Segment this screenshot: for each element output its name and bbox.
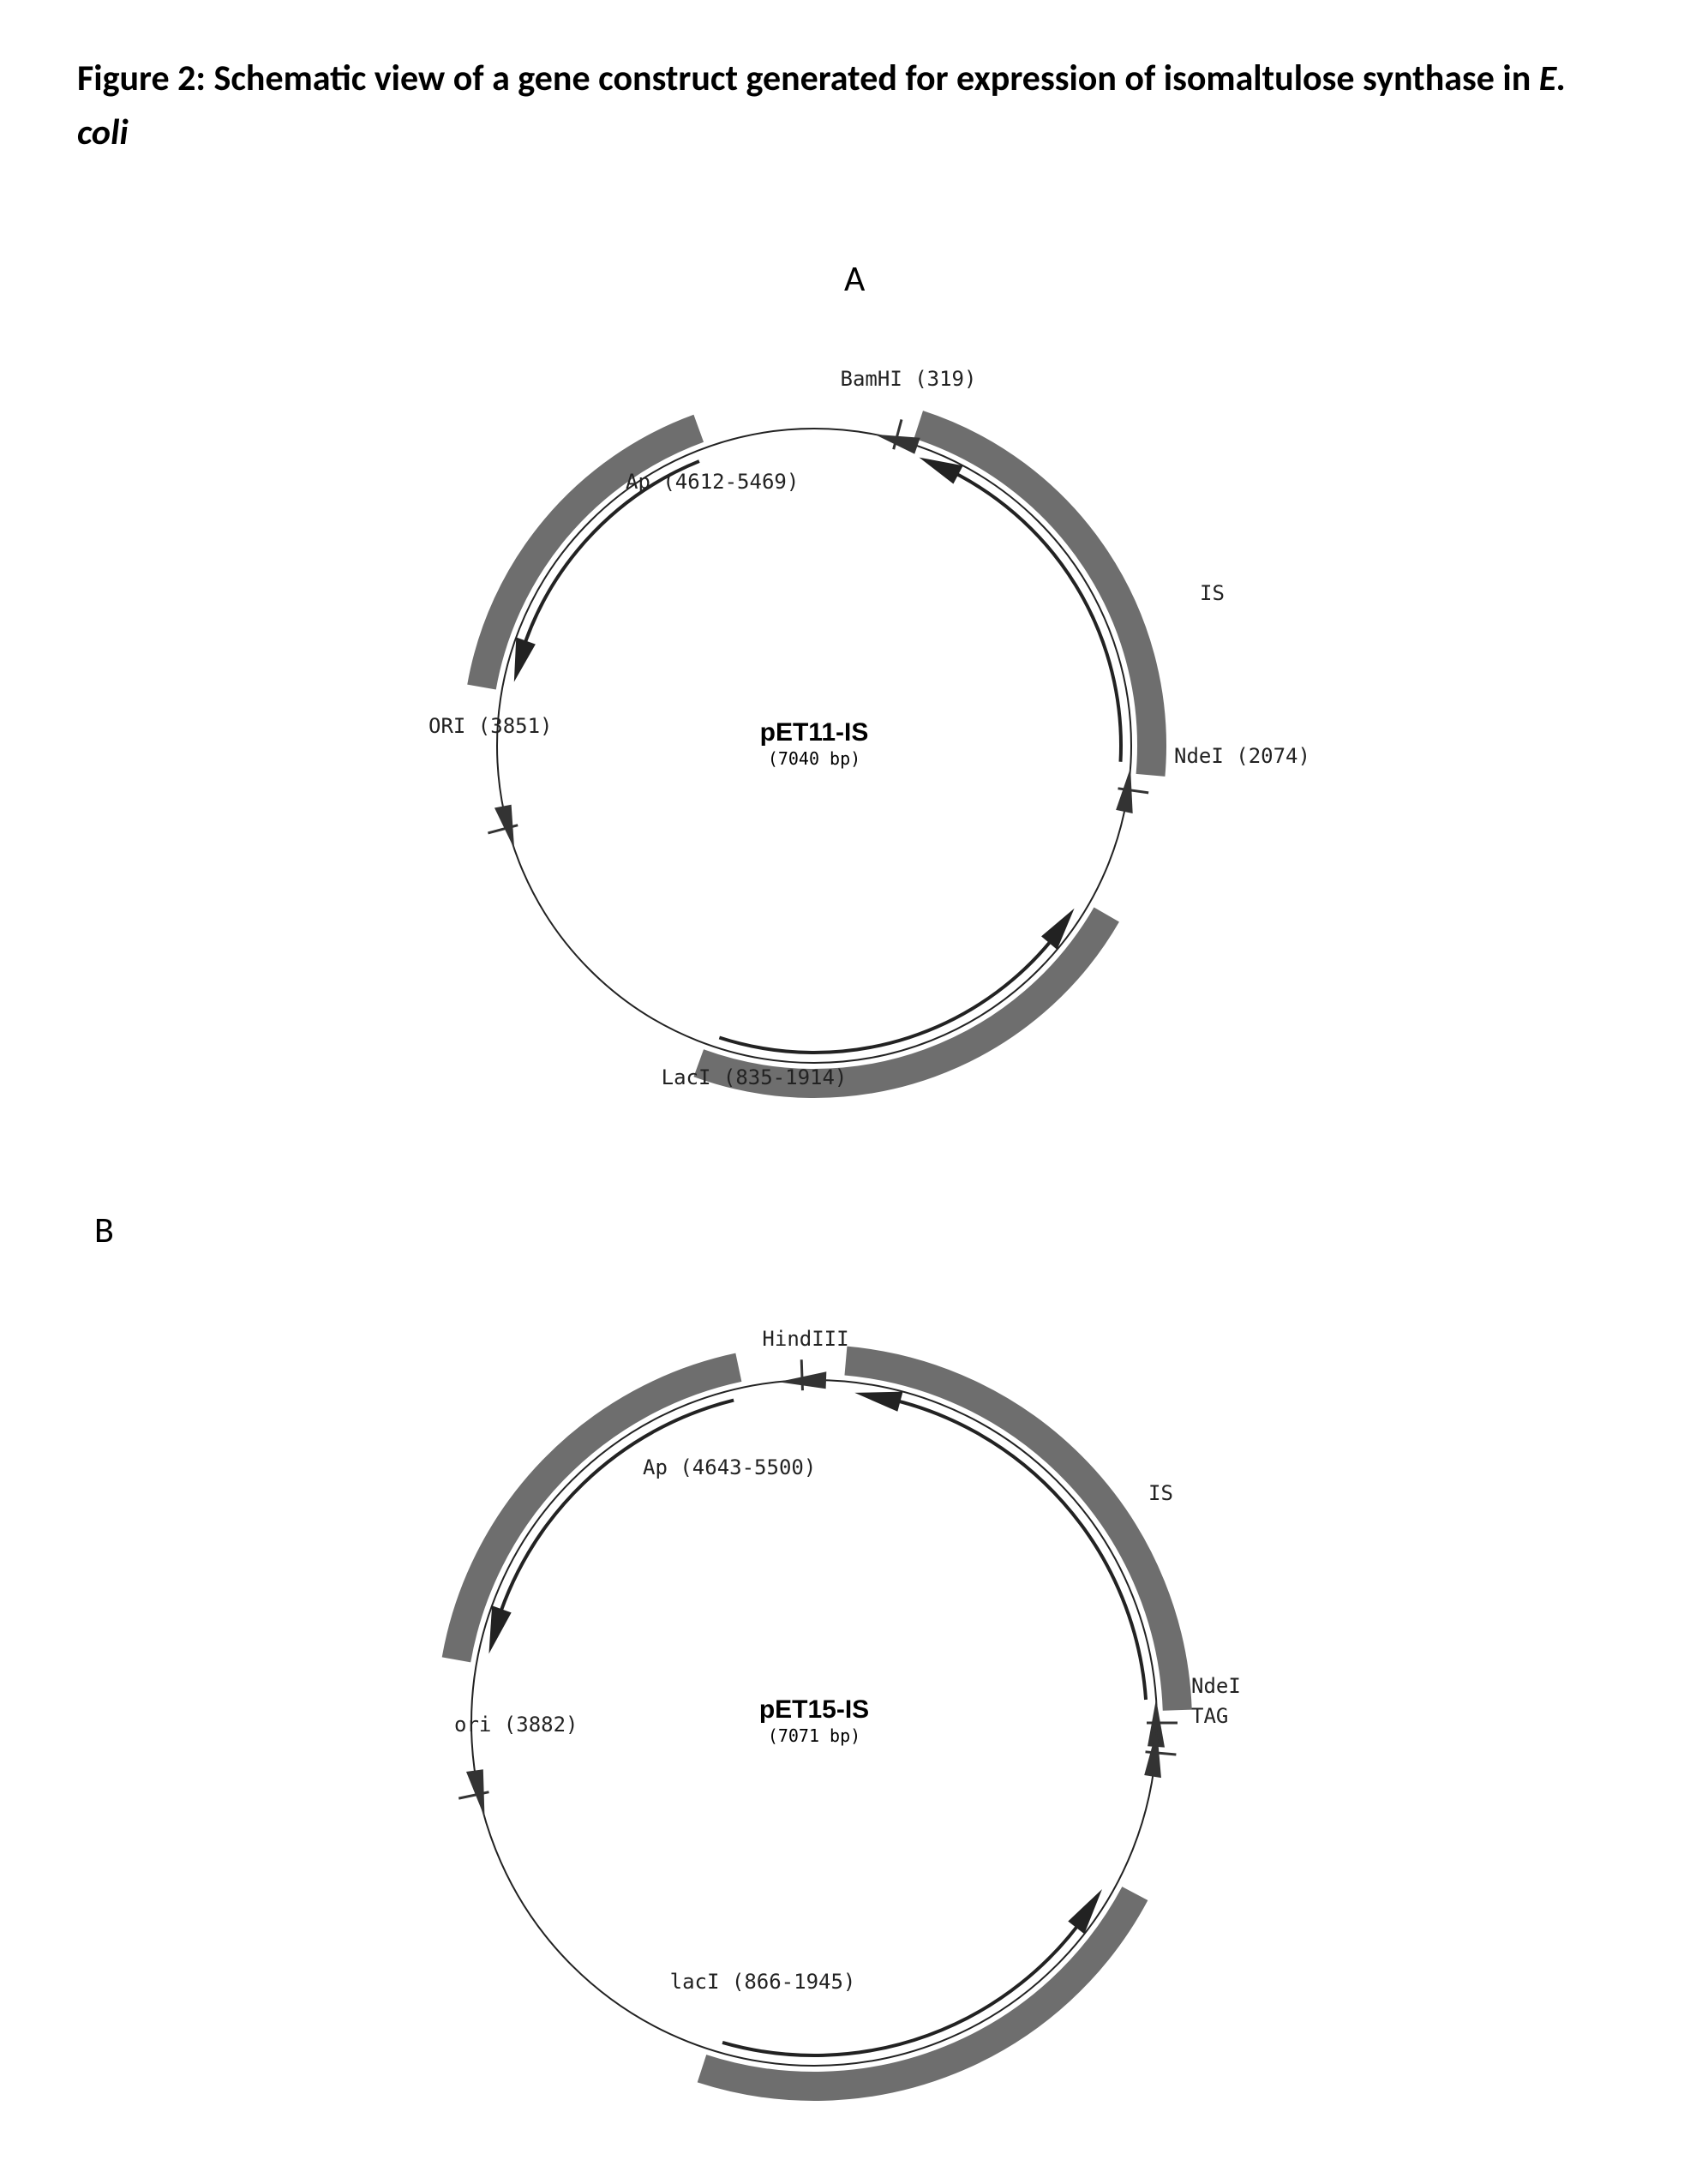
feature-arrowhead-ap [488,1605,511,1653]
feature-arrowhead-laci [1041,909,1075,950]
feature-arc-ap [482,429,698,687]
plasmid-B-wrap: HindIII IS NdeI TAG lacI (866-1945) ori (3882… [369,1260,1311,2151]
panel-B-label: B [94,1209,114,1252]
feature-label-ori: ori (3882) [454,1713,578,1737]
feature-tick-arrow-ori [494,805,514,849]
feature-tick-hindiii [801,1359,802,1390]
feature-label-ndei: NdeI (2074) [1174,744,1310,768]
feature-label-ap: Ap (4612-5469) [626,470,799,494]
feature-arrowhead-ap [514,637,536,681]
feature-arrowhead-is [854,1392,902,1412]
plasmid-center-size: (7040 bp) [768,748,860,769]
figure-title: Figure 2: Schematic view of a gene const… [77,51,1607,159]
feature-tick-arrow-bamhi [875,435,920,454]
figure-page: Figure 2: Schematic view of a gene const… [0,0,1684,2184]
plasmid-A: IS NdeI (2074) LacI (835-1914) ORI (3851) Ap… [369,300,1311,1157]
feature-label-ndei: NdeI [1191,1674,1241,1698]
feature-arrow-is [939,465,1121,762]
plasmid-B: HindIII IS NdeI TAG lacI (866-1945) ori (3882… [369,1260,1311,2151]
feature-tick-arrow-ndei [1116,768,1133,813]
panel-A-label: A [844,257,865,301]
feature-label-laci: LacI (835-1914) [662,1065,848,1089]
feature-label-is: IS [1200,581,1225,605]
feature-label-ap: Ap (4643-5500) [643,1455,816,1479]
feature-label-is: IS [1148,1481,1173,1505]
feature-label-bamhi: BamHI (319) [841,367,977,391]
figure-title-text: Figure 2: Schematic view of a gene const… [77,57,1539,100]
plasmid-center-name: pET15-IS [759,1695,869,1724]
feature-label-laci: lacI (866-1945) [670,1970,856,1994]
plasmid-A-wrap: IS NdeI (2074) LacI (835-1914) ORI (3851) Ap… [369,300,1311,1157]
feature-label-ori: ORI (3851) [428,714,553,738]
feature-label-tag: TAG [1191,1704,1228,1728]
feature-label-hindiii: HindIII [762,1327,848,1351]
feature-arc-is [846,1361,1178,1711]
plasmid-center-size: (7071 bp) [768,1725,860,1746]
feature-tick-ori [488,825,518,833]
feature-tick-arrow-ori [466,1769,485,1817]
feature-tick-ori [458,1792,488,1798]
plasmid-center-name: pET11-IS [760,718,869,747]
